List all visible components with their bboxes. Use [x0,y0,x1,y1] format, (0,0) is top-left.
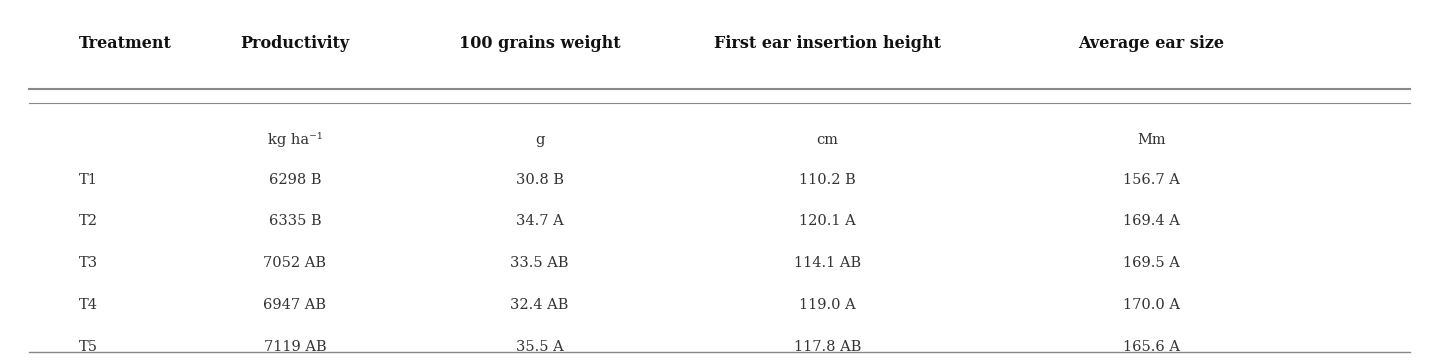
Text: 170.0 A: 170.0 A [1122,298,1180,312]
Text: T3: T3 [79,256,98,270]
Text: 6947 AB: 6947 AB [263,298,327,312]
Text: 169.5 A: 169.5 A [1122,256,1180,270]
Text: T4: T4 [79,298,98,312]
Text: 6335 B: 6335 B [269,215,321,228]
Text: T1: T1 [79,173,98,187]
Text: 114.1 AB: 114.1 AB [794,256,861,270]
Text: Average ear size: Average ear size [1078,35,1225,52]
Text: T2: T2 [79,215,98,228]
Text: g: g [535,133,544,147]
Text: T5: T5 [79,340,98,354]
Text: 35.5 A: 35.5 A [515,340,564,354]
Text: 34.7 A: 34.7 A [515,215,564,228]
Text: 169.4 A: 169.4 A [1122,215,1180,228]
Text: Productivity: Productivity [240,35,350,52]
Text: 156.7 A: 156.7 A [1122,173,1180,187]
Text: 119.0 A: 119.0 A [799,298,856,312]
Text: Treatment: Treatment [79,35,173,52]
Text: First ear insertion height: First ear insertion height [714,35,941,52]
Text: 110.2 B: 110.2 B [799,173,856,187]
Text: 7119 AB: 7119 AB [263,340,327,354]
Text: Mm: Mm [1137,133,1166,147]
Text: cm: cm [816,133,839,147]
Text: 7052 AB: 7052 AB [263,256,327,270]
Text: 120.1 A: 120.1 A [799,215,856,228]
Text: 100 grains weight: 100 grains weight [459,35,620,52]
Text: 117.8 AB: 117.8 AB [794,340,861,354]
Text: 30.8 B: 30.8 B [515,173,564,187]
Text: kg ha⁻¹: kg ha⁻¹ [268,132,322,147]
Text: 6298 B: 6298 B [269,173,321,187]
Text: 33.5 AB: 33.5 AB [511,256,568,270]
Text: 32.4 AB: 32.4 AB [511,298,568,312]
Text: 165.6 A: 165.6 A [1122,340,1180,354]
